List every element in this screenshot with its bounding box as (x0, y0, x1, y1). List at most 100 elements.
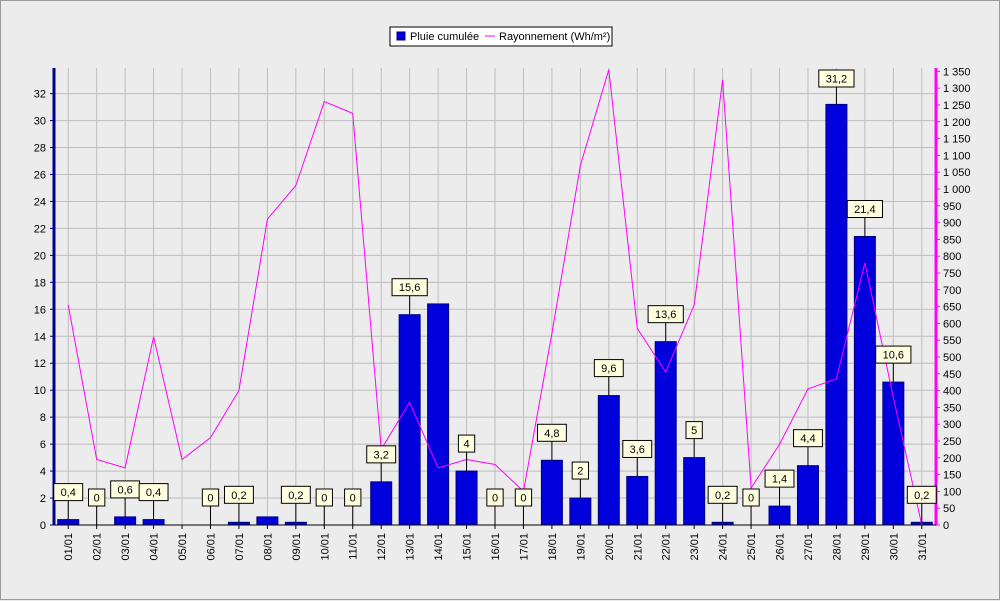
left-axis-tick-label: 32 (34, 89, 46, 101)
x-axis-tick-label: 28/01 (831, 533, 843, 561)
x-axis-tick-label: 06/01 (206, 533, 218, 561)
data-label-box (647, 305, 684, 324)
x-axis-tick-label: 13/01 (405, 533, 417, 561)
bar-rain (683, 457, 706, 526)
bar-rain (114, 516, 137, 526)
data-label-box (315, 488, 333, 507)
data-labels-layer: 0,4 0 0,6 0,4 0 0,2 0,2 0 0 3,2 15,6 4 0 0 4,8 2 9,6 3,6 1… (53, 69, 937, 525)
x-axis-tick-label: 02/01 (92, 533, 104, 561)
x-axis-tick-label: 07/01 (234, 533, 246, 561)
right-axis-tick-label: 1 150 (943, 134, 971, 146)
right-axis-tick-label: 550 (943, 335, 961, 347)
left-axis-tick-label: 24 (34, 196, 46, 208)
right-axis-tick-label: 100 (943, 486, 961, 498)
data-label: 21,4 (854, 204, 875, 216)
legend-label-rain: Pluie cumulée (410, 31, 479, 43)
x-axis-tick-label: 08/01 (262, 533, 274, 561)
data-label: 4 (463, 439, 469, 451)
right-axis-tick-label: 200 (943, 453, 961, 465)
data-label-box (764, 469, 795, 488)
right-axis-tick-label: 500 (943, 352, 961, 364)
x-axis-tick-label: 10/01 (319, 533, 331, 561)
bar-rain (455, 470, 478, 526)
data-label-box (514, 488, 533, 507)
left-axis-tick-label: 0 (40, 520, 46, 532)
data-label-box (457, 434, 476, 453)
data-label: 5 (691, 425, 697, 437)
data-label: 0,2 (231, 490, 246, 502)
right-axis-tick-label: 1 250 (943, 100, 971, 112)
bar-rain (853, 236, 876, 526)
left-axis-tick-label: 18 (34, 277, 46, 289)
left-axis-tick-label: 22 (34, 223, 46, 235)
right-axis-tick-label: 800 (943, 251, 961, 263)
x-axis-tick-label: 19/01 (575, 533, 587, 561)
right-axis-tick-label: 600 (943, 318, 961, 330)
right-axis-tick-label: 1 350 (943, 66, 971, 78)
data-label: 0,6 (117, 484, 132, 496)
data-label: 0,2 (288, 490, 303, 502)
right-axis-tick-label: 50 (943, 503, 955, 515)
data-label-box (685, 421, 703, 440)
right-axis-tick-label: 750 (943, 268, 961, 280)
data-label: 13,6 (655, 309, 676, 321)
data-label-box (223, 485, 254, 504)
data-label-box (846, 200, 883, 219)
data-label: 3,6 (630, 444, 645, 456)
x-axis-tick-label: 21/01 (632, 533, 644, 561)
bar-rain (796, 465, 819, 526)
bar-rain (370, 481, 393, 526)
right-axis-tick-label: 400 (943, 386, 961, 398)
x-axis-tick-label: 16/01 (490, 533, 502, 561)
x-axis-tick-label: 30/01 (888, 533, 900, 561)
x-axis-tick-label: 27/01 (803, 533, 815, 561)
data-label: 0 (520, 493, 526, 505)
data-label: 0 (492, 493, 498, 505)
data-label: 0,4 (61, 487, 76, 499)
data-label: 1,4 (772, 474, 787, 486)
right-axis-tick-label: 700 (943, 285, 961, 297)
data-label: 0,2 (914, 490, 929, 502)
bar-rain (768, 505, 791, 526)
left-axis-tick-label: 28 (34, 143, 46, 155)
data-label: 9,6 (601, 363, 616, 375)
right-axis-tick-label: 350 (943, 402, 961, 414)
right-axis-tick-label: 250 (943, 436, 961, 448)
bar-rain (427, 303, 450, 526)
legend: Pluie cumulée Rayonnement (Wh/m²) (389, 26, 613, 47)
right-axis-tick-label: 950 (943, 201, 961, 213)
x-axis-tick-label: 29/01 (860, 533, 872, 561)
x-axis-tick-label: 24/01 (718, 533, 730, 561)
right-axis-tick-label: 1 050 (943, 167, 971, 179)
data-label: 4,8 (544, 428, 559, 440)
data-label: 10,6 (883, 350, 904, 362)
data-label-box (622, 439, 653, 458)
x-axis-tick-label: 01/01 (63, 533, 75, 561)
right-axis-tick-label: 1 100 (943, 150, 971, 162)
data-label-box (391, 278, 428, 297)
legend-label-radiation: Rayonnement (Wh/m²) (499, 31, 610, 43)
line-layer (67, 69, 923, 526)
left-axis-tick-label: 2 (40, 493, 46, 505)
x-axis-tick-label: 05/01 (177, 533, 189, 561)
x-axis-tick-label: 15/01 (462, 533, 474, 561)
bar-rain (626, 475, 649, 526)
data-label: 15,6 (399, 282, 420, 294)
data-label: 0 (350, 493, 356, 505)
right-axis-tick-label: 1 300 (943, 83, 971, 95)
left-axis-tick-label: 4 (40, 466, 46, 478)
left-axis-tick-label: 30 (34, 116, 46, 128)
x-axis-tick-label: 26/01 (775, 533, 787, 561)
right-axis-tick-label: 650 (943, 302, 961, 314)
left-axis-tick-label: 26 (34, 169, 46, 181)
x-axis-tick-label: 31/01 (917, 533, 929, 561)
right-axis-tick-label: 450 (943, 369, 961, 381)
data-label-box (486, 488, 504, 507)
data-label-box (707, 485, 738, 504)
bar-rain (654, 341, 677, 526)
bar-rain (597, 395, 620, 526)
data-label-box (366, 445, 397, 464)
data-label: 0 (94, 493, 100, 505)
